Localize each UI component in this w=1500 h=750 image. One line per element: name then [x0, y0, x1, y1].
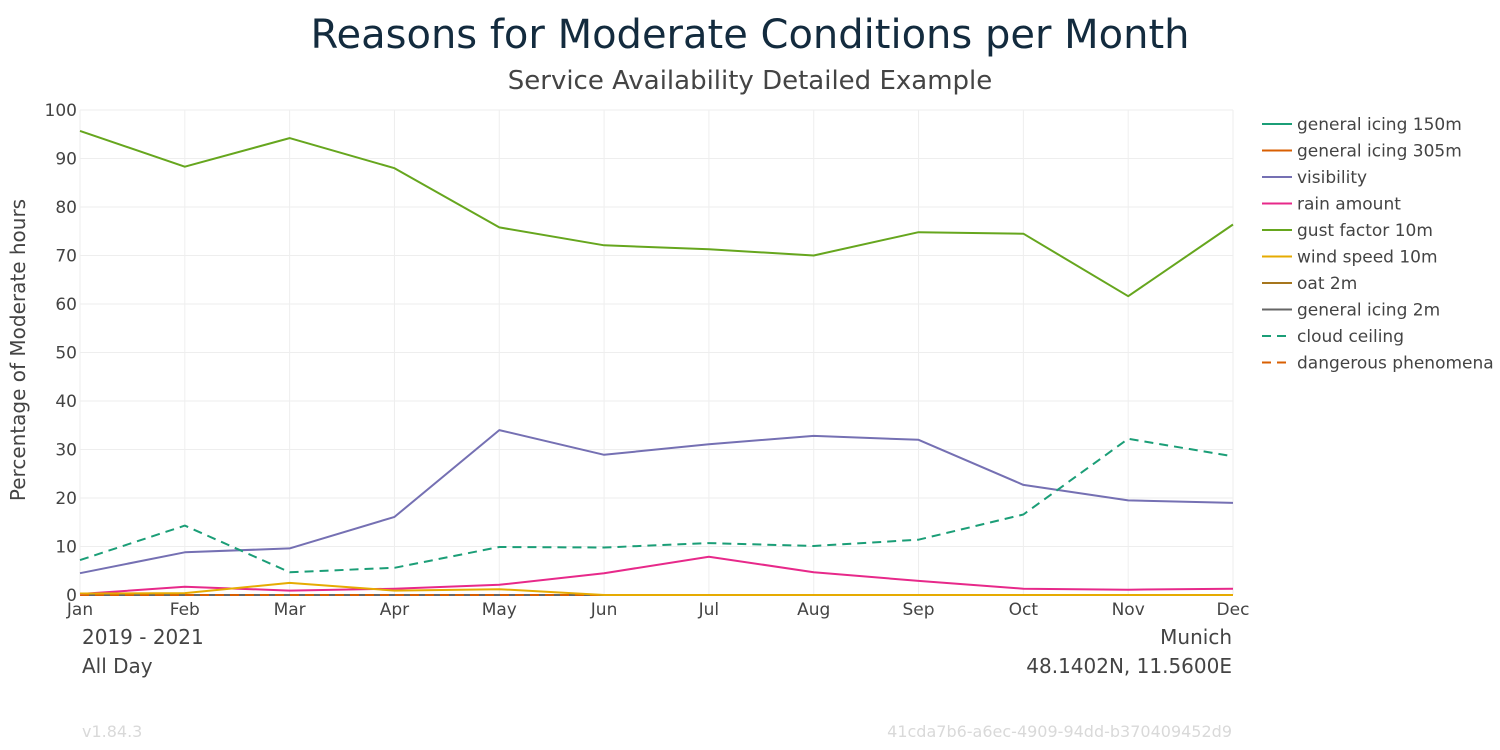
report-id: 41cda7b6-a6ec-4909-94dd-b370409452d9: [887, 722, 1232, 741]
grid-lines: [79, 109, 1234, 595]
legend-item[interactable]: cloud ceiling: [1262, 327, 1404, 347]
legend-label: rain amount: [1297, 195, 1401, 215]
x-tick-label: Jul: [698, 600, 720, 620]
x-tick-label: Dec: [1217, 600, 1250, 620]
x-tick-label: Nov: [1112, 600, 1145, 620]
y-tick-label: 40: [55, 392, 77, 412]
x-tick-label: May: [482, 600, 517, 620]
x-tick-label: Feb: [170, 600, 200, 620]
legend-label: gust factor 10m: [1297, 221, 1433, 241]
y-tick-label: 10: [55, 538, 77, 558]
series-line-wind-speed-10m: [79, 581, 1233, 596]
legend-item[interactable]: general icing 2m: [1262, 301, 1440, 321]
series-line-rain-amount: [79, 555, 1234, 595]
footer-location: Munich: [1160, 625, 1232, 649]
legend-label: cloud ceiling: [1297, 327, 1404, 347]
legend-label: visibility: [1297, 168, 1367, 188]
footer-time-of-day: All Day: [82, 654, 153, 678]
x-tick-labels: Jan Feb Mar Apr May Jun Jul Aug Sep Oct Nov Dec: [66, 600, 1250, 620]
legend-item[interactable]: wind speed 10m: [1262, 248, 1438, 268]
legend: general icing 150m general icing 305m visi…: [1262, 115, 1494, 374]
chart-subtitle: Service Availability Detailed Example: [507, 66, 993, 96]
y-tick-label: 90: [55, 150, 77, 170]
line-chart: Jan Feb Mar Apr May Jun Jul Aug Sep Oct Nov Dec 0 10…: [6, 101, 1494, 620]
legend-item[interactable]: visibility: [1262, 168, 1367, 188]
x-tick-label: Aug: [797, 600, 830, 620]
legend-item[interactable]: rain amount: [1262, 195, 1401, 215]
legend-label: general icing 2m: [1297, 301, 1440, 321]
x-tick-label: Mar: [274, 600, 306, 620]
y-tick-label: 80: [55, 198, 77, 218]
footer-period: 2019 - 2021: [82, 625, 204, 649]
y-tick-label: 70: [55, 247, 77, 267]
y-tick-label: 20: [55, 489, 77, 509]
legend-label: general icing 305m: [1297, 142, 1462, 162]
footer-coordinates: 48.1402N, 11.5600E: [1026, 654, 1232, 678]
series-line-gust-factor-10m: [79, 129, 1234, 298]
legend-item[interactable]: gust factor 10m: [1262, 221, 1433, 241]
y-axis-label: Percentage of Moderate hours: [6, 199, 30, 501]
legend-label: general icing 150m: [1297, 115, 1462, 135]
legend-item[interactable]: oat 2m: [1262, 274, 1357, 294]
version-label: v1.84.3: [82, 722, 143, 741]
legend-item[interactable]: general icing 150m: [1262, 115, 1462, 135]
y-tick-label: 60: [55, 295, 77, 315]
legend-label: wind speed 10m: [1297, 248, 1438, 268]
y-tick-label: 50: [55, 344, 77, 364]
legend-label: dangerous phenomena: [1297, 354, 1494, 374]
x-tick-label: Oct: [1009, 600, 1039, 620]
legend-label: oat 2m: [1297, 274, 1357, 294]
y-tick-label: 100: [45, 101, 77, 121]
series-lines: [79, 129, 1234, 596]
x-tick-label: Jun: [590, 600, 618, 620]
x-tick-label: Jan: [66, 600, 93, 620]
chart-title: Reasons for Moderate Conditions per Mont…: [310, 12, 1190, 58]
y-tick-labels: 0 10 20 30 40 50 60 70 80 90 100: [45, 101, 77, 606]
series-line-visibility: [79, 429, 1234, 575]
y-tick-label: 0: [66, 586, 77, 606]
x-tick-label: Apr: [380, 600, 409, 620]
legend-item[interactable]: dangerous phenomena: [1262, 354, 1494, 374]
legend-item[interactable]: general icing 305m: [1262, 142, 1462, 162]
y-tick-label: 30: [55, 441, 77, 461]
series-line-cloud-ceiling: [79, 437, 1234, 574]
x-tick-label: Sep: [903, 600, 935, 620]
